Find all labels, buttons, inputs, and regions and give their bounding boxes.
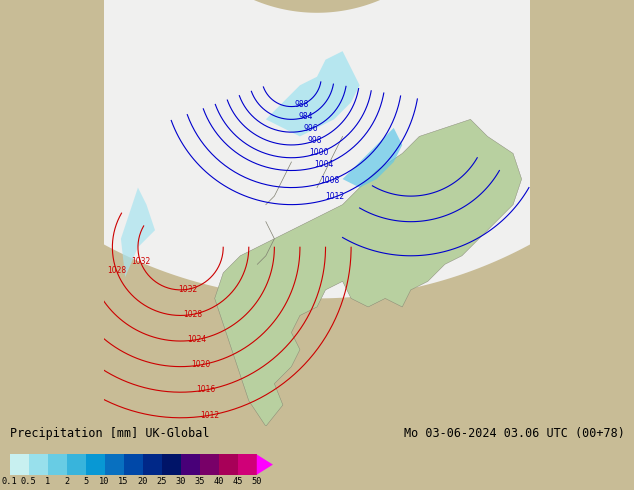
Bar [143,455,162,475]
Polygon shape [0,0,634,298]
Text: Precipitation [mm] UK-Global: Precipitation [mm] UK-Global [10,427,209,440]
Text: 45: 45 [233,476,243,486]
Text: 25: 25 [157,476,167,486]
Polygon shape [266,51,359,136]
Text: 996: 996 [303,124,318,133]
Text: 50: 50 [252,476,262,486]
Text: 0.5: 0.5 [21,476,36,486]
Text: 1020: 1020 [191,360,211,369]
Text: 1004: 1004 [314,160,333,170]
Text: 1012: 1012 [200,411,220,419]
Text: 35: 35 [195,476,205,486]
Text: 40: 40 [214,476,224,486]
Bar [162,455,181,475]
Bar [86,455,105,475]
Text: 1028: 1028 [183,310,202,319]
Bar [238,455,257,475]
Text: 20: 20 [138,476,148,486]
Text: 1008: 1008 [320,176,339,185]
Polygon shape [342,128,402,188]
Text: 1016: 1016 [196,386,216,394]
Text: 30: 30 [176,476,186,486]
Text: 5: 5 [83,476,88,486]
Text: 998: 998 [307,136,322,146]
Text: 10: 10 [100,476,110,486]
Text: 1000: 1000 [309,148,329,157]
Bar [181,455,200,475]
Text: 1: 1 [45,476,50,486]
Bar [29,455,48,475]
Bar [67,455,86,475]
Text: 1024: 1024 [187,335,207,344]
Polygon shape [121,188,155,277]
Bar [219,455,238,475]
Bar [48,455,67,475]
Text: 984: 984 [299,112,313,122]
Bar [105,455,124,475]
Text: 1032: 1032 [131,257,150,267]
Bar [124,455,143,475]
Bar [10,455,29,475]
Text: 2: 2 [64,476,69,486]
Text: 15: 15 [119,476,129,486]
Text: 1028: 1028 [107,266,126,275]
Text: 0.1: 0.1 [2,476,17,486]
Bar [200,455,219,475]
Text: Mo 03-06-2024 03.06 UTC (00+78): Mo 03-06-2024 03.06 UTC (00+78) [404,427,624,440]
Polygon shape [215,120,522,426]
Polygon shape [257,455,273,475]
Text: 1032: 1032 [178,285,198,294]
Text: 1012: 1012 [326,193,345,201]
Text: 988: 988 [294,100,309,109]
